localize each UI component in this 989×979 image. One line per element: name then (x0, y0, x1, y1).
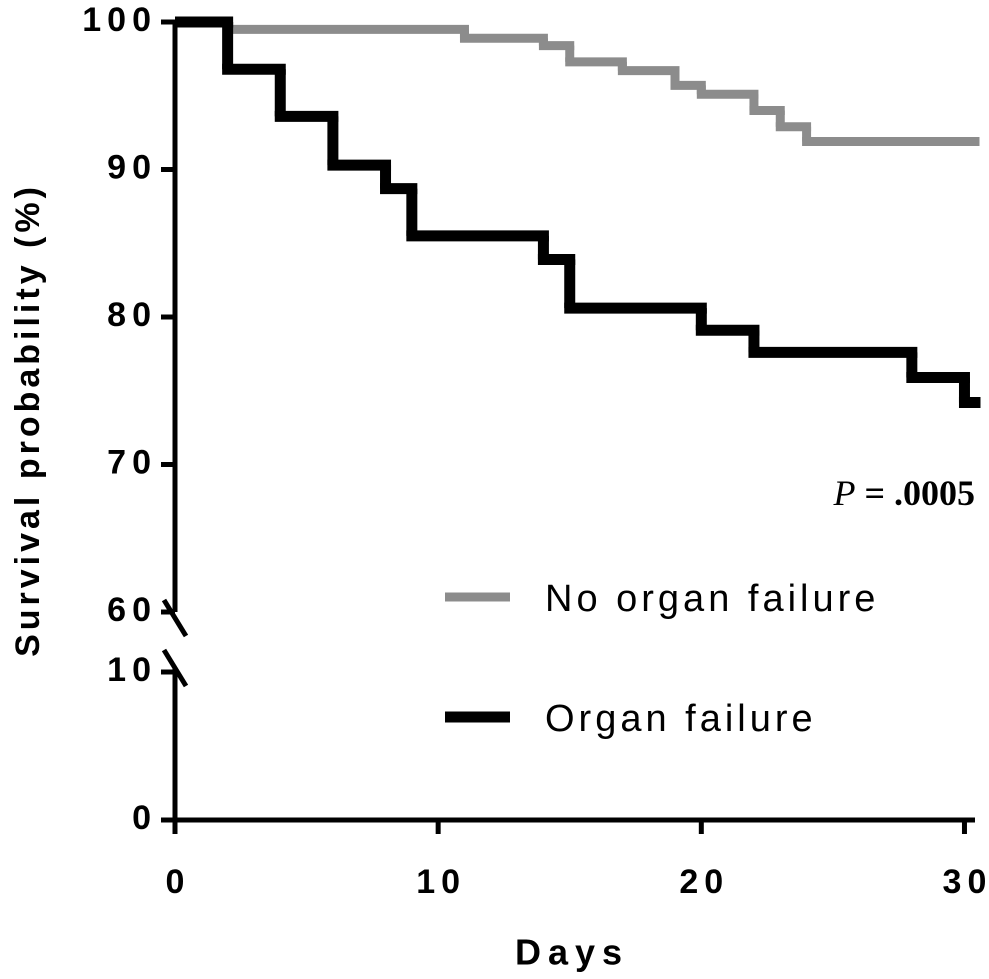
p-symbol: P (832, 473, 855, 513)
break-mark (161, 598, 189, 638)
y-axis-label: Survival probability (%) (9, 183, 47, 657)
x-axis-label: Days (515, 932, 629, 973)
p-value: P = .0005 (832, 473, 975, 513)
legend-label: Organ failure (545, 698, 817, 740)
x-tick-label: 30 (943, 863, 989, 901)
x-tick-label: 10 (416, 863, 466, 901)
x-tick-label: 20 (679, 863, 729, 901)
legend-label: No organ failure (545, 578, 879, 620)
x-tick-label: 0 (166, 863, 191, 901)
y-tick-label: 100 (82, 1, 157, 39)
y-tick-label: 80 (107, 296, 157, 334)
y-tick-label: 0 (132, 799, 157, 837)
y-tick-label: 60 (107, 591, 157, 629)
y-tick-label: 10 (107, 651, 157, 689)
y-tick-label: 70 (107, 443, 157, 481)
y-tick-label: 90 (107, 148, 157, 186)
p-text: = .0005 (864, 473, 975, 513)
